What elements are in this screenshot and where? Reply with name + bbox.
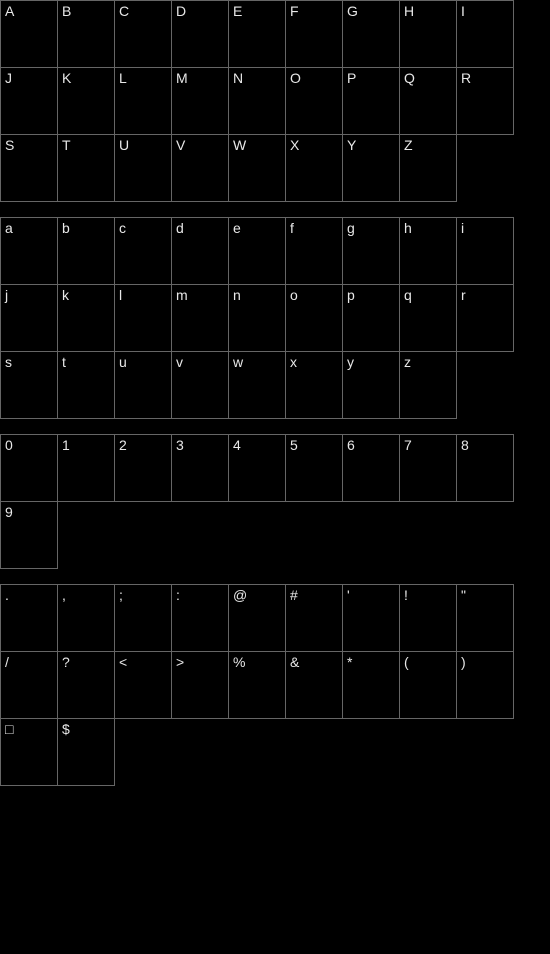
- glyph-cell: 6: [342, 434, 400, 502]
- glyph-cell: h: [399, 217, 457, 285]
- glyph-cell: x: [285, 351, 343, 419]
- glyph-cell: k: [57, 284, 115, 352]
- glyph-cell: L: [114, 67, 172, 135]
- glyph-cell: F: [285, 0, 343, 68]
- glyph-cell: D: [171, 0, 229, 68]
- glyph-cell: .: [0, 584, 58, 652]
- glyph-cell: (: [399, 651, 457, 719]
- glyph-cell: n: [228, 284, 286, 352]
- glyph-cell: E: [228, 0, 286, 68]
- glyph-cell: □: [0, 718, 58, 786]
- glyph-cell: G: [342, 0, 400, 68]
- section-gap: [0, 568, 550, 584]
- glyph-cell: s: [0, 351, 58, 419]
- glyph-cell: H: [399, 0, 457, 68]
- glyph-cell: t: [57, 351, 115, 419]
- glyph-cell: d: [171, 217, 229, 285]
- glyph-cell: g: [342, 217, 400, 285]
- glyph-cell: Y: [342, 134, 400, 202]
- glyph-cell: e: [228, 217, 286, 285]
- glyph-cell: #: [285, 584, 343, 652]
- glyph-cell: /: [0, 651, 58, 719]
- glyph-cell: p: [342, 284, 400, 352]
- glyph-cell: r: [456, 284, 514, 352]
- section-digits: 012345678 9: [0, 434, 550, 568]
- glyph-cell: 7: [399, 434, 457, 502]
- glyph-cell: 1: [57, 434, 115, 502]
- glyph-cell: W: [228, 134, 286, 202]
- glyph-cell: K: [57, 67, 115, 135]
- glyph-cell: V: [171, 134, 229, 202]
- section-symbols: .,;:@#'!" /?<>%&*() □$: [0, 584, 550, 785]
- glyph-cell: T: [57, 134, 115, 202]
- glyph-cell: ;: [114, 584, 172, 652]
- glyph-cell: v: [171, 351, 229, 419]
- glyph-cell: a: [0, 217, 58, 285]
- glyph-cell: @: [228, 584, 286, 652]
- glyph-cell: M: [171, 67, 229, 135]
- glyph-cell: Z: [399, 134, 457, 202]
- glyph-cell: i: [456, 217, 514, 285]
- glyph-cell: 0: [0, 434, 58, 502]
- glyph-cell: %: [228, 651, 286, 719]
- glyph-cell: :: [171, 584, 229, 652]
- glyph-cell: 2: [114, 434, 172, 502]
- glyph-cell: 8: [456, 434, 514, 502]
- section-gap: [0, 201, 550, 217]
- glyph-cell: ': [342, 584, 400, 652]
- section-uppercase: ABCDEFGHI JKLMNOPQR STUVWXYZ: [0, 0, 550, 201]
- glyph-cell: P: [342, 67, 400, 135]
- glyph-cell: o: [285, 284, 343, 352]
- glyph-cell: 4: [228, 434, 286, 502]
- glyph-cell: 5: [285, 434, 343, 502]
- glyph-cell: !: [399, 584, 457, 652]
- glyph-cell: >: [171, 651, 229, 719]
- glyph-cell: <: [114, 651, 172, 719]
- glyph-cell: m: [171, 284, 229, 352]
- glyph-cell: y: [342, 351, 400, 419]
- glyph-cell: $: [57, 718, 115, 786]
- glyph-cell: N: [228, 67, 286, 135]
- section-lowercase: abcdefghi jklmnopqr stuvwxyz: [0, 217, 550, 418]
- glyph-cell: z: [399, 351, 457, 419]
- glyph-cell: X: [285, 134, 343, 202]
- glyph-cell: j: [0, 284, 58, 352]
- glyph-cell: U: [114, 134, 172, 202]
- glyph-cell: ": [456, 584, 514, 652]
- glyph-cell: ,: [57, 584, 115, 652]
- glyph-cell: &: [285, 651, 343, 719]
- glyph-cell: Q: [399, 67, 457, 135]
- font-character-map: ABCDEFGHI JKLMNOPQR STUVWXYZabcdefghi jklmn…: [0, 0, 550, 785]
- glyph-cell: 3: [171, 434, 229, 502]
- section-gap: [0, 418, 550, 434]
- glyph-cell: S: [0, 134, 58, 202]
- glyph-cell: C: [114, 0, 172, 68]
- glyph-cell: R: [456, 67, 514, 135]
- glyph-cell: 9: [0, 501, 58, 569]
- glyph-cell: A: [0, 0, 58, 68]
- glyph-cell: l: [114, 284, 172, 352]
- glyph-cell: *: [342, 651, 400, 719]
- glyph-cell: J: [0, 67, 58, 135]
- glyph-cell: b: [57, 217, 115, 285]
- glyph-cell: f: [285, 217, 343, 285]
- glyph-cell: w: [228, 351, 286, 419]
- glyph-cell: I: [456, 0, 514, 68]
- glyph-cell: ): [456, 651, 514, 719]
- glyph-cell: ?: [57, 651, 115, 719]
- glyph-cell: O: [285, 67, 343, 135]
- glyph-cell: q: [399, 284, 457, 352]
- glyph-cell: u: [114, 351, 172, 419]
- glyph-cell: B: [57, 0, 115, 68]
- glyph-cell: c: [114, 217, 172, 285]
